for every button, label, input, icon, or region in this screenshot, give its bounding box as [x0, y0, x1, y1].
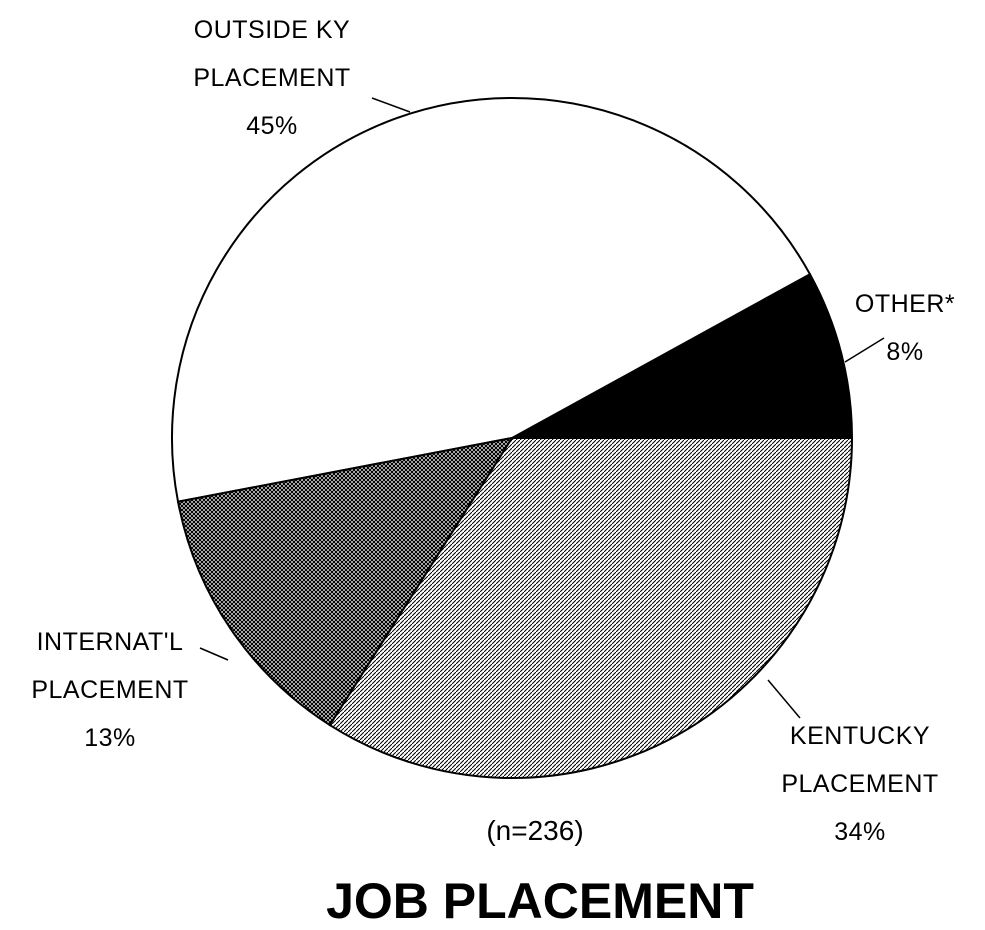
slice-value: 8% [886, 338, 924, 366]
slice-label: KENTUCKY PLACEMENT 34% [781, 712, 938, 856]
leader-line [371, 97, 411, 113]
slice-name: OUTSIDE KY PLACEMENT [193, 16, 351, 92]
slice-label: OTHER* 8% [855, 280, 955, 376]
slice-value: 45% [246, 112, 298, 140]
pie-slice [511, 272, 854, 439]
slice-name: INTERNAT'L PLACEMENT [31, 628, 189, 704]
leader-line [199, 647, 229, 661]
slice-name: OTHER* [854, 290, 956, 318]
slice-name: KENTUCKY PLACEMENT [781, 722, 939, 798]
sample-size-note: (n=236) [486, 815, 584, 846]
leader-line [767, 679, 801, 719]
slice-value: 34% [834, 818, 886, 846]
slice-label: INTERNAT'L PLACEMENT 13% [31, 618, 188, 762]
pie-slice [176, 436, 515, 727]
leader-line [844, 337, 885, 363]
slice-value: 13% [84, 724, 136, 752]
pie-slice [171, 97, 812, 503]
chart-title: JOB PLACEMENT [326, 873, 754, 929]
pie-slice [328, 437, 854, 779]
slice-label: OUTSIDE KY PLACEMENT 45% [193, 6, 350, 150]
